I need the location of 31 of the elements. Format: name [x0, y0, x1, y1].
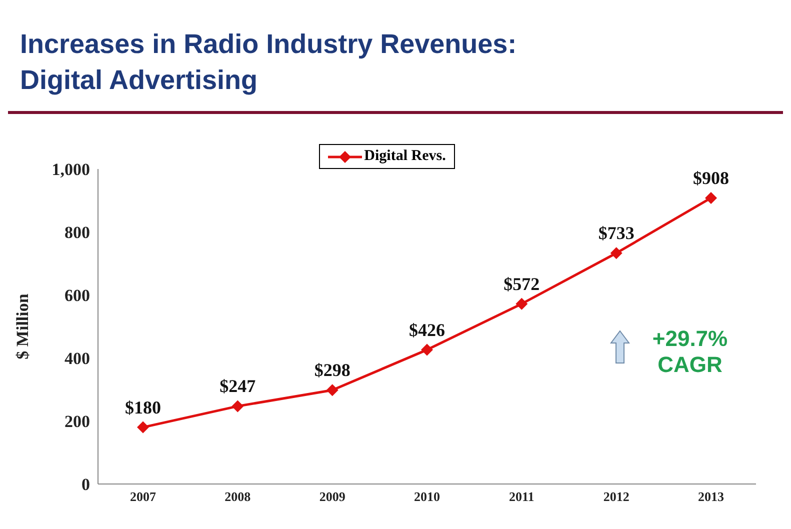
point: [326, 384, 338, 396]
y-tick-label: 200: [64, 412, 90, 432]
y-tick-label: 400: [64, 349, 90, 368]
data-label: $572: [504, 274, 540, 294]
point: [232, 400, 244, 412]
x-tick-label: 2012: [603, 489, 630, 504]
point: [516, 298, 528, 310]
x-tick-label: 2013: [698, 489, 724, 504]
annotation: +29.7% CAGR: [651, 326, 729, 378]
x-tick-label: 2007: [130, 489, 156, 504]
x-tick-label: 2008: [224, 489, 252, 504]
y-tick-label: 0: [82, 475, 90, 494]
x-tick-label: 2009: [319, 489, 346, 504]
legend-label: Digital Revs.: [363, 148, 446, 165]
x-tick-label: 2011: [509, 489, 534, 504]
chart-title: Increases in Radio Industry Revenues: Digital Advertising: [20, 28, 518, 97]
point: [705, 192, 717, 204]
data-label: $426: [409, 320, 445, 340]
data-label: $298: [314, 360, 350, 380]
y-tick-label: 600: [64, 286, 90, 306]
data-label: $180: [125, 397, 161, 418]
point: [421, 344, 433, 356]
x-tick-label: 2010: [414, 489, 440, 504]
point: [137, 421, 149, 434]
point: [610, 247, 622, 260]
data-label: $908: [693, 168, 729, 188]
data-label: $733: [598, 223, 634, 244]
y-tick-label: 1,000: [52, 160, 90, 180]
data-label: $247: [220, 376, 256, 396]
y-tick-label: 800: [64, 223, 90, 242]
y-axis-title: $ Million: [13, 293, 32, 360]
